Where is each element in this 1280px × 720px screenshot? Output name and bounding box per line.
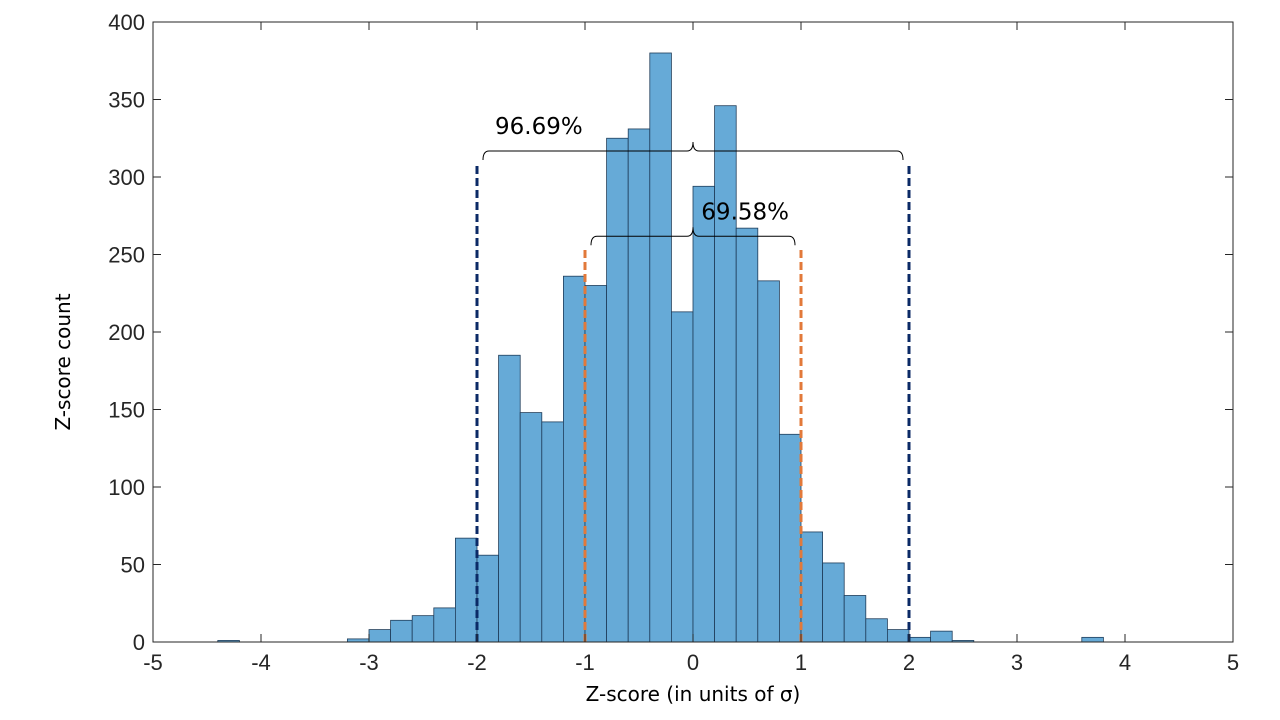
histogram-bar-13 bbox=[606, 137, 629, 643]
histogram-bar-23 bbox=[822, 562, 845, 643]
histogram-bar-8 bbox=[498, 354, 521, 643]
histogram-bar-7 bbox=[476, 554, 500, 643]
x-tick-label: 5 bbox=[1227, 650, 1239, 675]
histogram-bar-22 bbox=[800, 531, 824, 643]
histogram-bar-11 bbox=[563, 275, 586, 643]
x-tick-label: -2 bbox=[467, 650, 487, 675]
histogram-bar-2 bbox=[368, 629, 392, 643]
histogram-bar-28 bbox=[930, 630, 953, 643]
histogram-bar-30 bbox=[1081, 636, 1104, 643]
x-tick-label: 0 bbox=[687, 650, 699, 675]
y-tick-label: 400 bbox=[108, 10, 145, 35]
histogram-bar-25 bbox=[865, 618, 888, 643]
range-brace bbox=[482, 142, 904, 161]
x-tick-label: -3 bbox=[359, 650, 379, 675]
histogram-bar-19 bbox=[735, 227, 759, 643]
histogram-bar-3 bbox=[390, 619, 413, 643]
histogram-bar-16 bbox=[671, 311, 694, 643]
x-tick-label: 4 bbox=[1119, 650, 1131, 675]
x-tick-label: 2 bbox=[903, 650, 915, 675]
y-tick-label: 300 bbox=[108, 165, 145, 190]
range-percent-label: 96.69% bbox=[495, 114, 583, 140]
histogram-bar-24 bbox=[843, 595, 867, 643]
histogram-bar-21 bbox=[779, 433, 802, 643]
histogram-bar-9 bbox=[519, 412, 543, 643]
y-tick-label: 150 bbox=[108, 398, 145, 423]
range-percent-label: 69.58% bbox=[701, 199, 789, 225]
histogram-bar-4 bbox=[411, 615, 435, 643]
histogram-bar-27 bbox=[908, 636, 932, 643]
y-axis-label: Z-score count bbox=[51, 293, 75, 430]
x-tick-label: -4 bbox=[251, 650, 271, 675]
y-tick-label: 250 bbox=[108, 243, 145, 268]
histogram-bar-26 bbox=[887, 629, 910, 643]
y-tick-label: 350 bbox=[108, 88, 145, 113]
histogram-bar-6 bbox=[454, 537, 478, 643]
histogram-bar-10 bbox=[541, 421, 564, 643]
y-tick-label: 0 bbox=[133, 630, 145, 655]
sigma-range-markers: 96.69% 69.58% bbox=[475, 114, 911, 642]
range-brace bbox=[590, 227, 796, 246]
x-tick-label: -5 bbox=[143, 650, 163, 675]
histogram-bar-17 bbox=[692, 185, 716, 643]
histogram-bars bbox=[217, 52, 1104, 643]
histogram-bar-5 bbox=[433, 607, 456, 643]
y-tick-label: 50 bbox=[121, 553, 145, 578]
histogram-bar-15 bbox=[649, 52, 672, 643]
histogram-bar-12 bbox=[584, 285, 608, 643]
histogram-bar-14 bbox=[627, 128, 651, 643]
histogram-bar-20 bbox=[757, 280, 780, 643]
x-axis-label: Z-score (in units of σ) bbox=[586, 682, 801, 706]
x-tick-label: -1 bbox=[575, 650, 595, 675]
y-tick-label: 200 bbox=[108, 320, 145, 345]
y-tick-label: 100 bbox=[108, 475, 145, 500]
histogram-bar-18 bbox=[714, 105, 737, 643]
x-tick-label: 1 bbox=[795, 650, 807, 675]
x-tick-label: 3 bbox=[1011, 650, 1023, 675]
